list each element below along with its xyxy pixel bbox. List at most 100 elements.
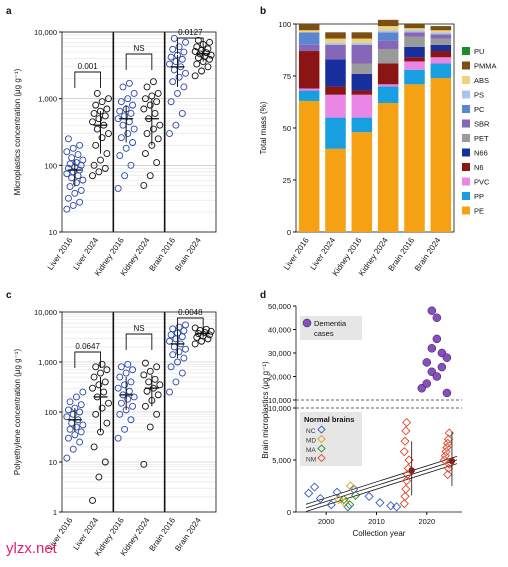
panel-a-point [194, 36, 202, 44]
panel-letter-b: b [260, 6, 266, 17]
panel-d-nm-point [400, 436, 410, 446]
panel-b-bar-n6 [351, 90, 373, 95]
panel-b-bar-n6 [377, 63, 399, 85]
panel-b-bar-n6 [430, 51, 452, 58]
panel-c-point [166, 337, 173, 345]
panel-c-point [169, 325, 177, 333]
panel-c-point [124, 360, 132, 368]
panel-b-xlabel: Brain 2024 [413, 236, 443, 273]
panel-c-point [156, 381, 164, 389]
panel-d-nm-point [401, 484, 411, 494]
panel-a-point [180, 48, 188, 56]
panel-letter-c: c [6, 290, 12, 301]
panel-d-ytick-label: 10,000 [268, 396, 291, 405]
panel-a-point [101, 112, 109, 120]
panel-b-bar-pp [404, 69, 425, 85]
panel-b-bar-abs [298, 30, 320, 33]
panel-b-bar-pe [298, 100, 320, 233]
panel-a-point [63, 205, 71, 213]
panel-c-point [114, 434, 122, 442]
panel-c-point [129, 366, 137, 374]
panel-c-point [92, 410, 100, 418]
panel-d-dementia-point [432, 372, 442, 381]
panel-letter-a: a [6, 6, 12, 17]
panel-c-point [98, 360, 106, 368]
panel-b-bar-n6 [404, 57, 425, 62]
panel-a-point [149, 78, 157, 86]
panel-d-legend-marker [317, 453, 326, 463]
panel-a-point [124, 130, 132, 137]
panel-d-ytick-label: 40,000 [268, 326, 291, 335]
panel-c-point [116, 410, 124, 418]
panel-d-dementia-legend-marker [302, 318, 312, 328]
panel-c-point [182, 321, 189, 329]
panel-c-bracket [177, 317, 204, 334]
panel-d-ma-point [345, 500, 355, 510]
panel-c-point [127, 378, 135, 386]
panel-a-point [101, 164, 109, 172]
panel-d-normal-legend-title: Normal brains [304, 415, 354, 424]
panel-a-point [204, 45, 212, 53]
panel-b-bar-ps [351, 42, 373, 45]
panel-a-point [117, 98, 125, 106]
panel-d-dementia-point [427, 306, 437, 315]
panel-d-normal-legend-box [300, 412, 362, 466]
panel-a-bracket-label: 0.001 [78, 62, 99, 71]
panel-a-point [90, 110, 98, 117]
panel-a-ytick-label: 10,000 [34, 28, 57, 37]
panel-c-point [77, 401, 85, 409]
panel-a-point [169, 78, 177, 86]
panel-b-bar-pet [430, 38, 452, 45]
panel-c-point [175, 348, 183, 356]
panel-d-ytick-label: 5,000 [272, 456, 291, 465]
panel-c-ytick-label: 1,000 [38, 358, 57, 367]
panel-c-point [172, 378, 180, 386]
panel-c-point [114, 384, 122, 392]
panel-d-dementia-point [442, 388, 452, 398]
panel-a-point [172, 121, 180, 129]
panel-d-ytick-label: 0 [287, 508, 291, 517]
panel-b-legend-swatch [462, 105, 470, 113]
panel-a-point [206, 38, 214, 46]
panel-d-trendline [305, 463, 458, 512]
panel-c-ytick-label: 1 [53, 508, 57, 517]
panel-b-ytick-label: 75 [283, 72, 291, 81]
panel-a-point [98, 134, 106, 142]
panel-c-bracket-label: 0.0647 [75, 342, 100, 351]
panel-a-point [127, 110, 135, 117]
panel-a-point [193, 60, 201, 68]
panel-b-bar-pvc [377, 84, 399, 87]
panel-a-point [153, 98, 161, 106]
panel-b-bar-n66 [430, 44, 452, 52]
panel-b-legend-swatch [462, 206, 470, 215]
panel-a-point [72, 159, 80, 167]
panel-letter-d: d [260, 290, 266, 301]
panel-d-legend-marker [317, 444, 326, 453]
panel-b-legend-label: PP [474, 192, 484, 201]
panel-c-point [95, 381, 103, 389]
panel-c-point [121, 425, 129, 433]
panel-c-point [63, 454, 71, 462]
panel-a-point [76, 198, 84, 206]
panel-a-point [182, 69, 189, 77]
panel-c-point [64, 434, 72, 442]
panel-d-dementia-point [437, 362, 447, 372]
panel-c-point [174, 358, 181, 366]
panel-a-point [64, 194, 72, 202]
panel-a-point [130, 89, 138, 97]
panel-b-legend-swatch [462, 192, 470, 200]
panel-c-point [103, 366, 111, 374]
panel-b-bar-ps [377, 30, 399, 33]
panel-a-point [79, 156, 87, 164]
panel-d-md-point [334, 494, 344, 505]
panel-d-nm-point [399, 447, 409, 457]
panel-c-point [167, 363, 175, 371]
panel-b-bar-n66 [351, 73, 373, 91]
panel-b-ylabel: Total mass (%) [259, 101, 268, 154]
panel-c-ytick-label: 100 [44, 408, 57, 417]
panel-d-md-point [345, 481, 356, 491]
panel-a-point [198, 67, 206, 75]
panel-a-bracket-label: 0.0127 [178, 28, 203, 37]
panel-a-point [178, 110, 186, 117]
